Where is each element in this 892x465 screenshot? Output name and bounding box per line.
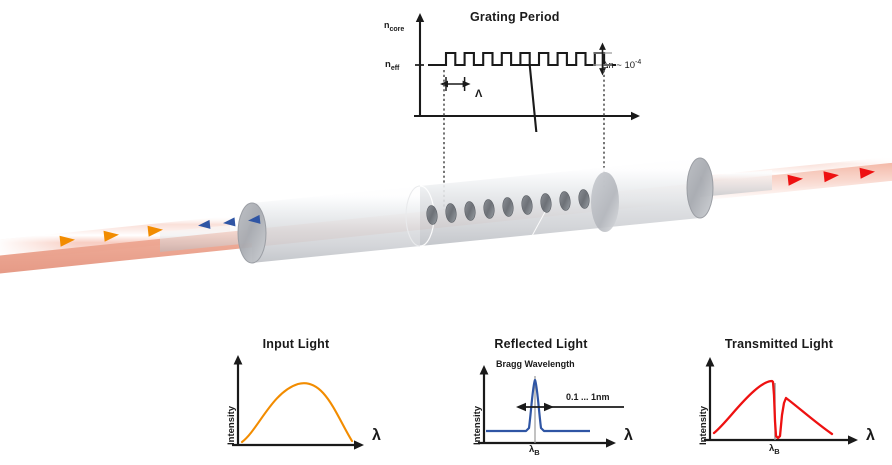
- grating-y-axis-arrowhead: [415, 13, 425, 22]
- reflected-spectrum-curve: [486, 378, 590, 433]
- transmitted-chart-svg: [704, 357, 858, 445]
- input-chart-xlabel: λ: [372, 427, 381, 444]
- input-light-chart: Input Light Intensity λ: [180, 335, 410, 465]
- grating-period-symbol: Λ: [475, 88, 483, 100]
- grating-chart-title: Grating Period: [470, 10, 560, 24]
- grating-x-axis-arrowhead: [631, 111, 640, 121]
- fiber-svg: [0, 156, 892, 274]
- transmitted-light-arrows: [787, 167, 876, 186]
- grating-amplitude-label: Δn ~ 10-4: [602, 59, 642, 72]
- bandwidth-arrow-right: [544, 402, 554, 412]
- grating-dn-arrow-down: [599, 68, 606, 76]
- reflected-chart-title: Reflected Light: [494, 337, 588, 351]
- grating-chart-svg: [414, 13, 640, 132]
- grating-dn-arrow-up: [599, 42, 606, 50]
- reflected-light-chart: Reflected Light Intensity λ Bragg Wavele…: [428, 335, 658, 465]
- transmitted-light-chart: Transmitted Light Intensity λ λB: [668, 335, 892, 465]
- input-spectrum-curve: [240, 382, 354, 444]
- grating-period-arrow-left: [440, 80, 448, 88]
- grating-planes: [426, 189, 590, 259]
- input-chart-svg: [232, 355, 364, 450]
- input-light-arrows: [59, 225, 164, 247]
- grating-square-wave: [428, 51, 616, 132]
- transmitted-x-axis-arrowhead: [848, 435, 858, 445]
- grating-period-chart: Grating Period ncore neff Δn ~ 10-4 Λ: [384, 4, 684, 132]
- bragg-wavelength-label: Bragg Wavelength: [496, 359, 575, 369]
- transmitted-y-axis-arrowhead: [705, 357, 715, 367]
- reflected-chart-xlabel: λ: [624, 427, 633, 444]
- grating-period-arrow-right: [462, 80, 471, 88]
- fiber-cylinder-left: [237, 185, 421, 264]
- reflected-bragg-tick-label: λB: [529, 444, 540, 457]
- reflected-light-arrows: [198, 214, 261, 229]
- reflected-y-axis-arrowhead: [479, 365, 489, 375]
- reflected-chart-svg: [478, 365, 624, 448]
- transmitted-spectrum-curve: [712, 379, 834, 440]
- bandwidth-arrow-left: [516, 402, 526, 412]
- grating-y-axis-label: ncore: [384, 20, 405, 33]
- grating-neff-label: neff: [385, 59, 400, 72]
- fiber-illustration: [0, 140, 892, 310]
- reflected-x-axis-arrowhead: [606, 438, 616, 448]
- input-x-axis-arrowhead: [354, 440, 364, 450]
- input-chart-title: Input Light: [262, 337, 330, 351]
- transmitted-chart-title: Transmitted Light: [724, 337, 834, 351]
- input-y-axis-arrowhead: [233, 355, 243, 365]
- transmitted-bragg-tick-label: λB: [769, 443, 780, 456]
- transmitted-chart-xlabel: λ: [866, 427, 875, 444]
- bandwidth-label: 0.1 ... 1nm: [566, 392, 610, 402]
